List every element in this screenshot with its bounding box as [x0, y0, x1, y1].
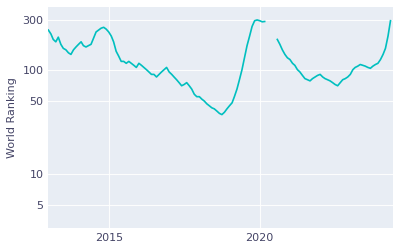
Y-axis label: World Ranking: World Ranking — [7, 77, 17, 158]
